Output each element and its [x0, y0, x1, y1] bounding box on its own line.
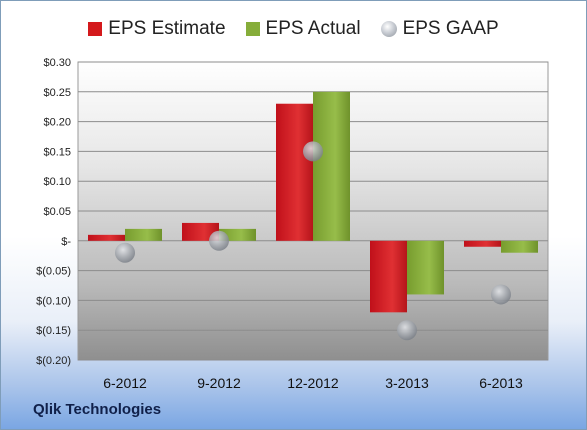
bar-eps-estimate: [276, 103, 313, 241]
legend-item-eps-estimate: EPS Estimate: [88, 18, 226, 40]
bar-eps-actual: [407, 240, 444, 295]
legend-label-eps-gaap: EPS GAAP: [402, 18, 499, 39]
legend-label-eps-actual: EPS Actual: [265, 18, 361, 39]
bar-eps-actual: [501, 240, 538, 253]
x-tick-label: 6-2013: [479, 375, 523, 391]
y-tick-label: $(0.10): [36, 295, 71, 307]
y-tick-label: $(0.15): [36, 325, 71, 337]
y-tick-label: $0.10: [43, 176, 71, 188]
legend-item-eps-gaap: EPS GAAP: [380, 18, 499, 40]
bar-eps-estimate: [182, 222, 219, 241]
y-tick-label: $(0.20): [36, 355, 71, 367]
legend-swatch-eps-estimate: [88, 22, 103, 36]
point-eps-gaap: [397, 320, 417, 341]
legend-swatch-eps-actual: [245, 22, 260, 36]
y-tick-label: $0.20: [43, 117, 71, 129]
bar-eps-actual: [313, 91, 350, 241]
y-tick-label: $-: [61, 236, 71, 248]
x-tick-label: 6-2012: [103, 375, 147, 391]
point-eps-gaap: [303, 141, 323, 162]
point-eps-gaap: [209, 230, 229, 251]
x-tick-label: 9-2012: [197, 375, 241, 391]
bar-eps-estimate: [464, 240, 501, 247]
y-tick-label: $0.05: [43, 206, 71, 218]
legend-swatch-eps-gaap: [380, 21, 397, 37]
bar-eps-actual: [125, 228, 162, 241]
y-tick-label: $(0.05): [36, 266, 71, 278]
y-tick-label: $0.25: [43, 87, 71, 99]
point-eps-gaap: [115, 242, 135, 263]
point-eps-gaap: [491, 284, 511, 305]
bar-eps-estimate: [370, 240, 407, 313]
legend-label-eps-estimate: EPS Estimate: [108, 18, 226, 39]
y-tick-label: $0.30: [43, 57, 71, 69]
y-tick-label: $0.15: [43, 146, 71, 158]
chart-legend: EPS Estimate EPS Actual EPS GAAP: [0, 14, 587, 44]
company-name: Qlik Technologies: [33, 401, 162, 418]
bar-eps-estimate: [88, 234, 125, 241]
bar-eps-actual: [219, 228, 256, 241]
legend-item-eps-actual: EPS Actual: [245, 18, 361, 40]
x-tick-label: 3-2013: [385, 375, 429, 391]
x-tick-label: 12-2012: [287, 375, 339, 391]
